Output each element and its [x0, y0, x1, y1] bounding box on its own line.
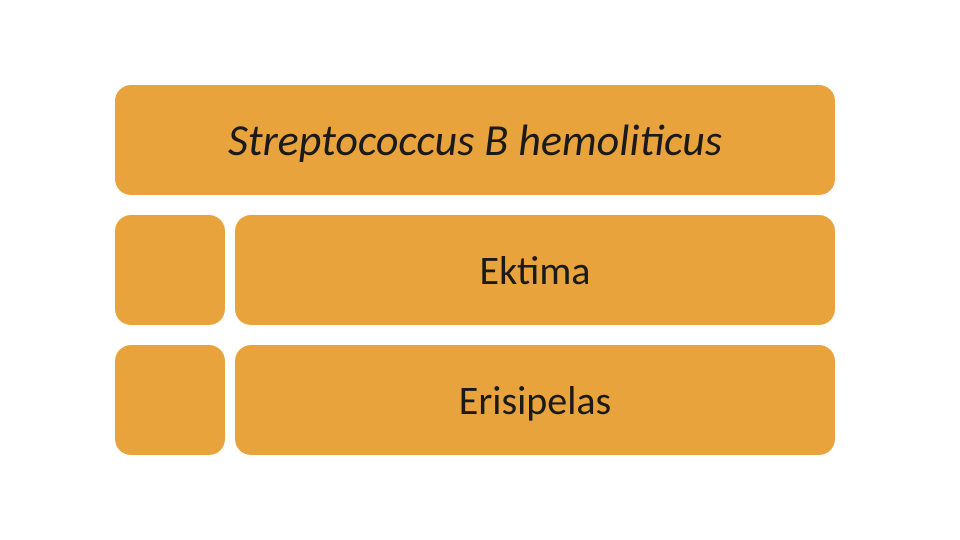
- header-box: Streptococcus B hemoliticus: [115, 85, 835, 195]
- item-box-1: Ektima: [235, 215, 835, 325]
- item-box-2: Erisipelas: [235, 345, 835, 455]
- row-2: Erisipelas: [115, 345, 835, 455]
- bullet-box-1: [115, 215, 225, 325]
- bullet-box-2: [115, 345, 225, 455]
- row-1: Ektima: [115, 215, 835, 325]
- diagram-stage: Streptococcus B hemoliticus Ektima Erisi…: [0, 0, 960, 540]
